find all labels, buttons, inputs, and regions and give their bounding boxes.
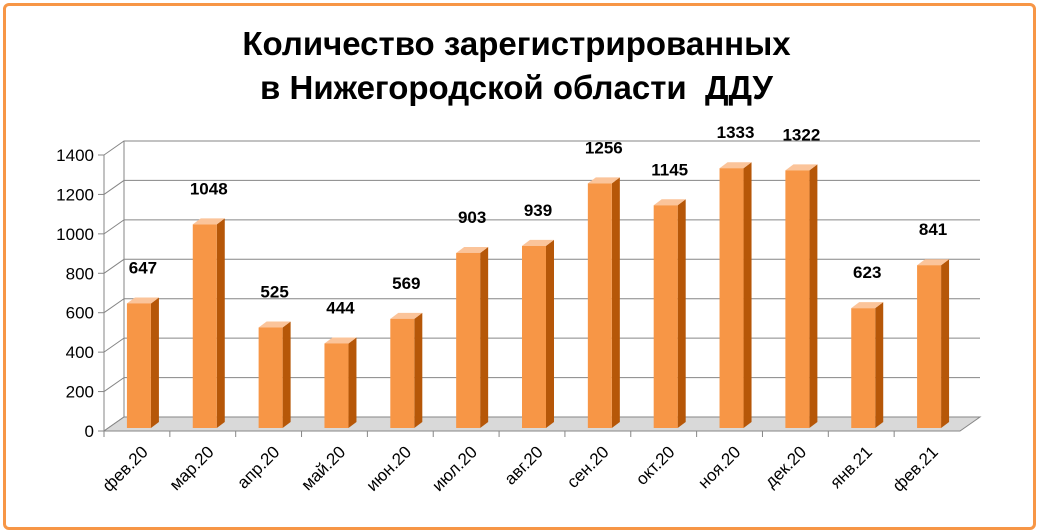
data-label: 569 (392, 274, 420, 293)
gridline (103, 179, 980, 195)
bar-side (348, 337, 357, 428)
bar-side (546, 239, 554, 428)
y-tick-label: 200 (66, 383, 94, 402)
y-tick-label: 400 (66, 343, 94, 362)
chart-title: Количество зарегистрированных в Нижегоро… (0, 22, 1033, 110)
y-tick-label: 1200 (56, 185, 94, 204)
data-label: 1145 (651, 160, 688, 179)
bar-top (522, 239, 554, 246)
x-tick-label: фев.21 (889, 442, 942, 495)
x-tick-label: фев.20 (99, 442, 152, 495)
bar-top (653, 199, 686, 206)
x-tick-label: ноя.20 (694, 442, 744, 492)
data-label: 444 (326, 298, 355, 317)
data-label: 647 (129, 258, 157, 277)
bar (192, 224, 217, 428)
bar (785, 170, 810, 428)
bar-side (611, 177, 620, 428)
bar (126, 303, 151, 428)
bar-side (677, 199, 686, 428)
bar (719, 168, 744, 429)
bar-side (941, 259, 950, 428)
bar-side (809, 164, 818, 428)
x-tick-label: авг.20 (501, 442, 547, 488)
bar-side (282, 321, 291, 428)
bar-side (875, 302, 884, 428)
bar-top (258, 321, 291, 328)
bar-top (390, 312, 423, 319)
x-tick-label: мар.20 (166, 442, 218, 494)
bar-top (126, 297, 159, 304)
data-label: 623 (853, 263, 881, 282)
gridline (103, 377, 980, 392)
x-tick-label: июл.20 (428, 442, 481, 495)
bar (258, 327, 283, 428)
x-tick-label: июн.20 (363, 442, 416, 495)
gridline (103, 140, 980, 156)
bar (653, 205, 678, 428)
gridline (103, 258, 980, 274)
chart-title-line1: Количество зарегистрированных (242, 25, 791, 62)
bar-top (587, 177, 620, 184)
y-tick-label: 1400 (56, 146, 94, 165)
bar (851, 308, 876, 428)
bar-top (851, 302, 884, 309)
y-tick-label: 800 (66, 264, 94, 283)
chart-title-line2: в Нижегородской области ДДУ (260, 69, 773, 106)
bar (324, 343, 349, 428)
data-label: 1048 (190, 179, 228, 198)
gridline (103, 298, 980, 314)
bar (917, 265, 942, 428)
bar-top (192, 218, 225, 225)
data-label: 1333 (717, 123, 755, 142)
bar-side (150, 297, 159, 428)
data-label: 939 (524, 201, 552, 220)
y-tick-label: 1000 (56, 225, 94, 244)
y-axis: 0 200 400 600 800 1000 1200 1400 (56, 146, 105, 441)
bar (522, 245, 546, 428)
y-tick-label: 600 (66, 304, 94, 323)
bar-top (917, 259, 950, 266)
bars-layer (126, 162, 950, 429)
x-tick-label: окт.20 (632, 442, 678, 488)
x-tick-label: май.20 (297, 442, 349, 494)
bar (456, 252, 481, 428)
bar-side (216, 218, 225, 428)
bar-side (414, 312, 423, 428)
x-tick-label: дек.20 (761, 442, 810, 491)
bar-side (743, 162, 752, 429)
gridline (103, 219, 980, 235)
y-tick-label: 0 (85, 422, 94, 441)
bar (390, 318, 415, 428)
chart-frame (3, 3, 1036, 530)
bar-top (785, 164, 818, 171)
data-label: 841 (919, 220, 947, 239)
x-tick-label: янв.21 (826, 442, 876, 492)
data-label: 1256 (585, 138, 623, 157)
gridline (103, 337, 980, 353)
data-label: 1322 (782, 125, 820, 144)
x-tick-label: сен.20 (563, 442, 612, 491)
bar (587, 183, 612, 428)
bar-top (456, 246, 489, 253)
labels-layer: 647 1048 525 444 569 903 939 1256 1145 1333 1322 62… (129, 123, 948, 317)
bar-top (324, 337, 357, 344)
bar-side (480, 246, 489, 428)
data-label: 903 (458, 208, 486, 227)
x-tick-label: апр.20 (233, 442, 283, 492)
data-label: 525 (260, 283, 288, 302)
bar-top (719, 162, 752, 169)
x-axis: фев.20 мар.20 апр.20 май.20 июн.20 июл.20 авг.… (99, 430, 960, 496)
